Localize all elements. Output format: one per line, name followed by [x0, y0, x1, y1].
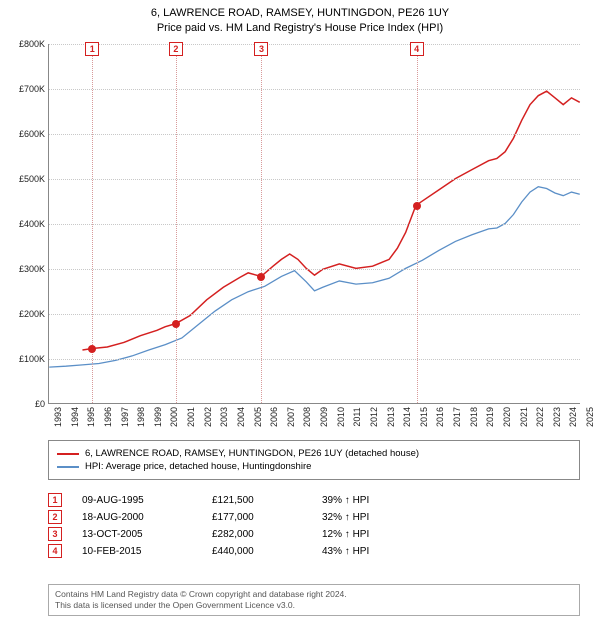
event-date: 10-FEB-2015 [82, 546, 192, 557]
y-axis-label: £0 [35, 399, 49, 409]
x-axis-label: 1993 [49, 407, 63, 427]
event-marker-number: 1 [48, 493, 62, 507]
sale-marker-label: 2 [169, 42, 183, 56]
x-axis-label: 2007 [282, 407, 296, 427]
event-diff: 43% ↑ HPI [322, 546, 412, 557]
y-axis-label: £300K [19, 264, 49, 274]
legend-item: 6, LAWRENCE ROAD, RAMSEY, HUNTINGDON, PE… [57, 448, 571, 459]
event-row: 4 10-FEB-2015 £440,000 43% ↑ HPI [48, 544, 580, 558]
event-price: £440,000 [212, 546, 302, 557]
x-axis-label: 2010 [332, 407, 346, 427]
gridline [49, 269, 580, 270]
chart-area: £0£100K£200K£300K£400K£500K£600K£700K£80… [48, 44, 580, 404]
x-axis-label: 2003 [215, 407, 229, 427]
x-axis-label: 2025 [581, 407, 595, 427]
x-axis-label: 1998 [132, 407, 146, 427]
x-axis-label: 2006 [265, 407, 279, 427]
footer-attribution: Contains HM Land Registry data © Crown c… [48, 584, 580, 616]
y-axis-label: £600K [19, 129, 49, 139]
event-diff: 12% ↑ HPI [322, 529, 412, 540]
sale-vline [417, 44, 418, 403]
sale-marker-label: 1 [85, 42, 99, 56]
sale-marker-dot [172, 320, 180, 328]
gridline [49, 314, 580, 315]
x-axis-label: 2004 [232, 407, 246, 427]
y-axis-label: £400K [19, 219, 49, 229]
event-date: 13-OCT-2005 [82, 529, 192, 540]
x-axis-label: 2016 [431, 407, 445, 427]
event-date: 09-AUG-1995 [82, 495, 192, 506]
event-price: £177,000 [212, 512, 302, 523]
x-axis-label: 1999 [149, 407, 163, 427]
footer-line1: Contains HM Land Registry data © Crown c… [55, 589, 573, 600]
x-axis-label: 1994 [66, 407, 80, 427]
sale-marker-label: 4 [410, 42, 424, 56]
x-axis-label: 2017 [448, 407, 462, 427]
x-axis-label: 2009 [315, 407, 329, 427]
sale-marker-dot [257, 273, 265, 281]
chart-container: 6, LAWRENCE ROAD, RAMSEY, HUNTINGDON, PE… [0, 0, 600, 620]
legend: 6, LAWRENCE ROAD, RAMSEY, HUNTINGDON, PE… [48, 440, 580, 480]
sale-marker-dot [88, 345, 96, 353]
x-axis-label: 2021 [515, 407, 529, 427]
x-axis-label: 2012 [365, 407, 379, 427]
x-axis-label: 2005 [249, 407, 263, 427]
event-marker-number: 4 [48, 544, 62, 558]
footer-line2: This data is licensed under the Open Gov… [55, 600, 573, 611]
event-price: £282,000 [212, 529, 302, 540]
sale-marker-label: 3 [254, 42, 268, 56]
gridline [49, 224, 580, 225]
x-axis-label: 2011 [348, 407, 362, 426]
y-axis-label: £200K [19, 309, 49, 319]
x-axis-label: 2013 [382, 407, 396, 427]
event-diff: 39% ↑ HPI [322, 495, 412, 506]
event-marker-number: 2 [48, 510, 62, 524]
x-axis-label: 2019 [481, 407, 495, 427]
y-axis-label: £700K [19, 84, 49, 94]
x-axis-label: 1995 [82, 407, 96, 427]
event-row: 2 18-AUG-2000 £177,000 32% ↑ HPI [48, 510, 580, 524]
sale-marker-dot [413, 202, 421, 210]
legend-item: HPI: Average price, detached house, Hunt… [57, 461, 571, 472]
x-axis-label: 2008 [298, 407, 312, 427]
legend-label: 6, LAWRENCE ROAD, RAMSEY, HUNTINGDON, PE… [85, 448, 419, 459]
legend-label: HPI: Average price, detached house, Hunt… [85, 461, 311, 472]
gridline [49, 44, 580, 45]
gridline [49, 359, 580, 360]
event-row: 1 09-AUG-1995 £121,500 39% ↑ HPI [48, 493, 580, 507]
legend-swatch [57, 466, 79, 468]
y-axis-label: £100K [19, 354, 49, 364]
event-price: £121,500 [212, 495, 302, 506]
series-property [82, 91, 579, 350]
x-axis-label: 2014 [398, 407, 412, 427]
x-axis-label: 2002 [199, 407, 213, 427]
x-axis-label: 2022 [531, 407, 545, 427]
event-row: 3 13-OCT-2005 £282,000 12% ↑ HPI [48, 527, 580, 541]
x-axis-label: 2000 [165, 407, 179, 427]
sale-vline [176, 44, 177, 403]
x-axis-label: 1996 [99, 407, 113, 427]
x-axis-label: 2001 [182, 407, 196, 427]
y-axis-label: £500K [19, 174, 49, 184]
x-axis-label: 2023 [548, 407, 562, 427]
x-axis-label: 2024 [564, 407, 578, 427]
sale-events-table: 1 09-AUG-1995 £121,500 39% ↑ HPI 2 18-AUG-200… [48, 490, 580, 561]
gridline [49, 179, 580, 180]
x-axis-label: 2020 [498, 407, 512, 427]
sale-vline [261, 44, 262, 403]
plot-region: £0£100K£200K£300K£400K£500K£600K£700K£80… [48, 44, 580, 404]
x-axis-label: 2015 [415, 407, 429, 427]
x-axis-label: 1997 [116, 407, 130, 427]
title-block: 6, LAWRENCE ROAD, RAMSEY, HUNTINGDON, PE… [0, 0, 600, 37]
chart-title-subtitle: Price paid vs. HM Land Registry's House … [0, 21, 600, 36]
y-axis-label: £800K [19, 39, 49, 49]
gridline [49, 89, 580, 90]
event-marker-number: 3 [48, 527, 62, 541]
event-diff: 32% ↑ HPI [322, 512, 412, 523]
legend-swatch [57, 453, 79, 455]
event-date: 18-AUG-2000 [82, 512, 192, 523]
x-axis-label: 2018 [465, 407, 479, 427]
gridline [49, 134, 580, 135]
chart-title-address: 6, LAWRENCE ROAD, RAMSEY, HUNTINGDON, PE… [0, 6, 600, 21]
